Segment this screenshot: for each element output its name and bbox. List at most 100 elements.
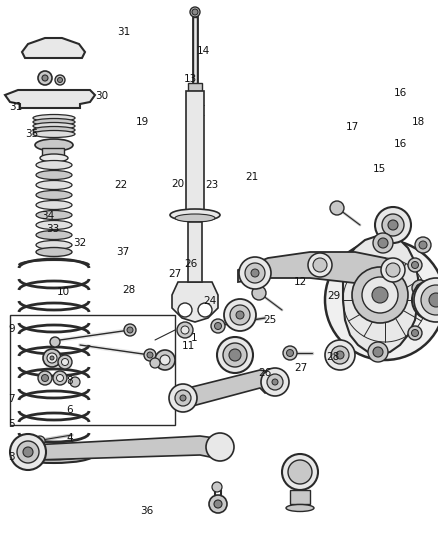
Text: 26: 26 bbox=[258, 368, 272, 378]
Circle shape bbox=[408, 326, 422, 340]
Circle shape bbox=[426, 294, 438, 306]
Text: 10: 10 bbox=[57, 287, 70, 297]
Ellipse shape bbox=[170, 209, 220, 221]
Circle shape bbox=[47, 353, 57, 363]
Ellipse shape bbox=[33, 131, 75, 138]
Bar bbox=[188, 83, 202, 91]
Bar bbox=[42, 148, 64, 158]
Text: 14: 14 bbox=[197, 46, 210, 55]
Circle shape bbox=[352, 267, 408, 323]
Circle shape bbox=[272, 379, 278, 385]
Circle shape bbox=[336, 351, 344, 359]
Circle shape bbox=[388, 220, 398, 230]
Bar bbox=[193, 17, 197, 85]
Text: 27: 27 bbox=[294, 363, 307, 373]
Ellipse shape bbox=[36, 190, 72, 199]
Circle shape bbox=[169, 384, 197, 412]
Circle shape bbox=[381, 258, 405, 282]
Text: 22: 22 bbox=[114, 181, 127, 190]
Circle shape bbox=[230, 305, 250, 325]
Text: 31: 31 bbox=[117, 27, 131, 37]
Circle shape bbox=[42, 75, 48, 81]
Circle shape bbox=[209, 495, 227, 513]
Circle shape bbox=[261, 368, 289, 396]
Ellipse shape bbox=[36, 221, 72, 230]
Circle shape bbox=[42, 375, 49, 382]
Polygon shape bbox=[5, 90, 95, 108]
Text: 19: 19 bbox=[136, 117, 149, 126]
Circle shape bbox=[373, 233, 393, 253]
Text: 28: 28 bbox=[326, 352, 339, 362]
Circle shape bbox=[419, 241, 427, 249]
Circle shape bbox=[50, 337, 60, 347]
Circle shape bbox=[408, 258, 422, 272]
Circle shape bbox=[286, 350, 293, 357]
Bar bbox=[10, 315, 175, 425]
Ellipse shape bbox=[33, 123, 75, 130]
Circle shape bbox=[245, 263, 265, 283]
Bar bbox=[290, 490, 310, 504]
Polygon shape bbox=[343, 235, 418, 355]
Circle shape bbox=[127, 327, 133, 333]
Ellipse shape bbox=[36, 200, 72, 209]
Text: 17: 17 bbox=[346, 122, 359, 132]
Circle shape bbox=[412, 280, 428, 296]
Circle shape bbox=[421, 285, 438, 315]
Bar bbox=[186, 91, 204, 211]
Text: 20: 20 bbox=[171, 179, 184, 189]
Circle shape bbox=[190, 7, 200, 17]
Circle shape bbox=[206, 433, 234, 461]
Text: 4: 4 bbox=[67, 433, 73, 443]
Text: 11: 11 bbox=[182, 342, 195, 351]
Text: 5: 5 bbox=[8, 419, 14, 429]
Circle shape bbox=[223, 343, 247, 367]
Circle shape bbox=[10, 434, 46, 470]
Circle shape bbox=[386, 263, 400, 277]
Circle shape bbox=[35, 436, 45, 446]
Circle shape bbox=[419, 287, 438, 313]
Text: 16: 16 bbox=[393, 88, 406, 98]
Text: 27: 27 bbox=[169, 270, 182, 279]
Circle shape bbox=[177, 322, 193, 338]
Circle shape bbox=[58, 355, 72, 369]
Circle shape bbox=[382, 214, 404, 236]
Circle shape bbox=[375, 207, 411, 243]
Circle shape bbox=[414, 278, 438, 322]
Circle shape bbox=[267, 374, 283, 390]
Text: 1: 1 bbox=[191, 334, 197, 343]
Text: 8: 8 bbox=[67, 376, 73, 386]
Circle shape bbox=[124, 324, 136, 336]
Circle shape bbox=[283, 346, 297, 360]
Circle shape bbox=[144, 349, 156, 361]
Text: 6: 6 bbox=[67, 406, 73, 415]
Text: 34: 34 bbox=[42, 211, 55, 221]
Text: 13: 13 bbox=[184, 74, 197, 84]
Circle shape bbox=[43, 349, 61, 367]
Text: 23: 23 bbox=[205, 181, 218, 190]
Ellipse shape bbox=[40, 154, 68, 162]
Circle shape bbox=[229, 349, 241, 361]
Text: 25: 25 bbox=[263, 315, 276, 325]
Polygon shape bbox=[238, 252, 400, 285]
Circle shape bbox=[198, 303, 212, 317]
Circle shape bbox=[70, 377, 80, 387]
Circle shape bbox=[224, 299, 256, 331]
Text: 3: 3 bbox=[8, 453, 14, 462]
Ellipse shape bbox=[33, 115, 75, 122]
Ellipse shape bbox=[24, 450, 84, 460]
Circle shape bbox=[17, 441, 39, 463]
Circle shape bbox=[412, 280, 438, 320]
Circle shape bbox=[155, 350, 175, 370]
Circle shape bbox=[150, 358, 160, 368]
Text: 31: 31 bbox=[9, 102, 22, 111]
Circle shape bbox=[192, 9, 198, 15]
Circle shape bbox=[415, 237, 431, 253]
Text: 32: 32 bbox=[74, 238, 87, 247]
Text: 12: 12 bbox=[293, 278, 307, 287]
Circle shape bbox=[362, 277, 398, 313]
Circle shape bbox=[55, 75, 65, 85]
Circle shape bbox=[368, 342, 388, 362]
Text: 37: 37 bbox=[116, 247, 129, 256]
Circle shape bbox=[175, 390, 191, 406]
Ellipse shape bbox=[36, 247, 72, 256]
